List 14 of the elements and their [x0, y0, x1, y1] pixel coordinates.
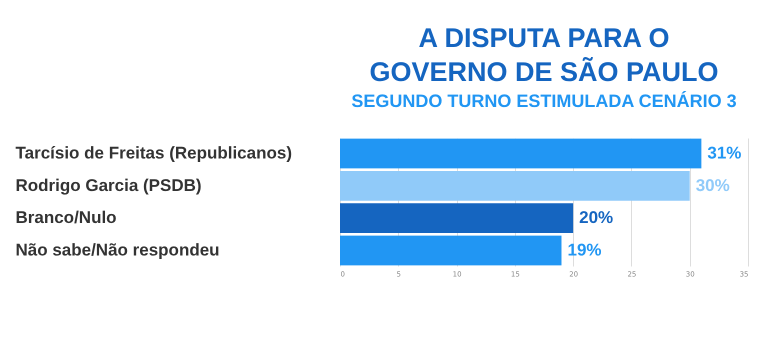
y-tick-label: Tarcísio de Freitas (Republicanos)	[16, 144, 292, 163]
y-tick-label: Rodrigo Garcia (PSDB)	[16, 176, 202, 195]
y-tick-label: Branco/Nulo	[16, 208, 117, 228]
chart-title: A DISPUTA PARA O GOVERNO DE SÃO PAULO	[369, 23, 719, 87]
bar	[340, 138, 702, 168]
chart-subtitle: SEGUNDO TURNO ESTIMULADA CENÁRIO 3	[351, 91, 737, 111]
data-label: 31%	[707, 144, 742, 163]
y-tick-label: Não sabe/Não respondeu	[16, 240, 220, 260]
bar	[340, 236, 562, 266]
bar	[340, 170, 690, 201]
bar	[340, 203, 574, 234]
data-label: 20%	[579, 208, 614, 228]
data-label: 19%	[567, 240, 602, 260]
data-label: 30%	[696, 176, 730, 195]
